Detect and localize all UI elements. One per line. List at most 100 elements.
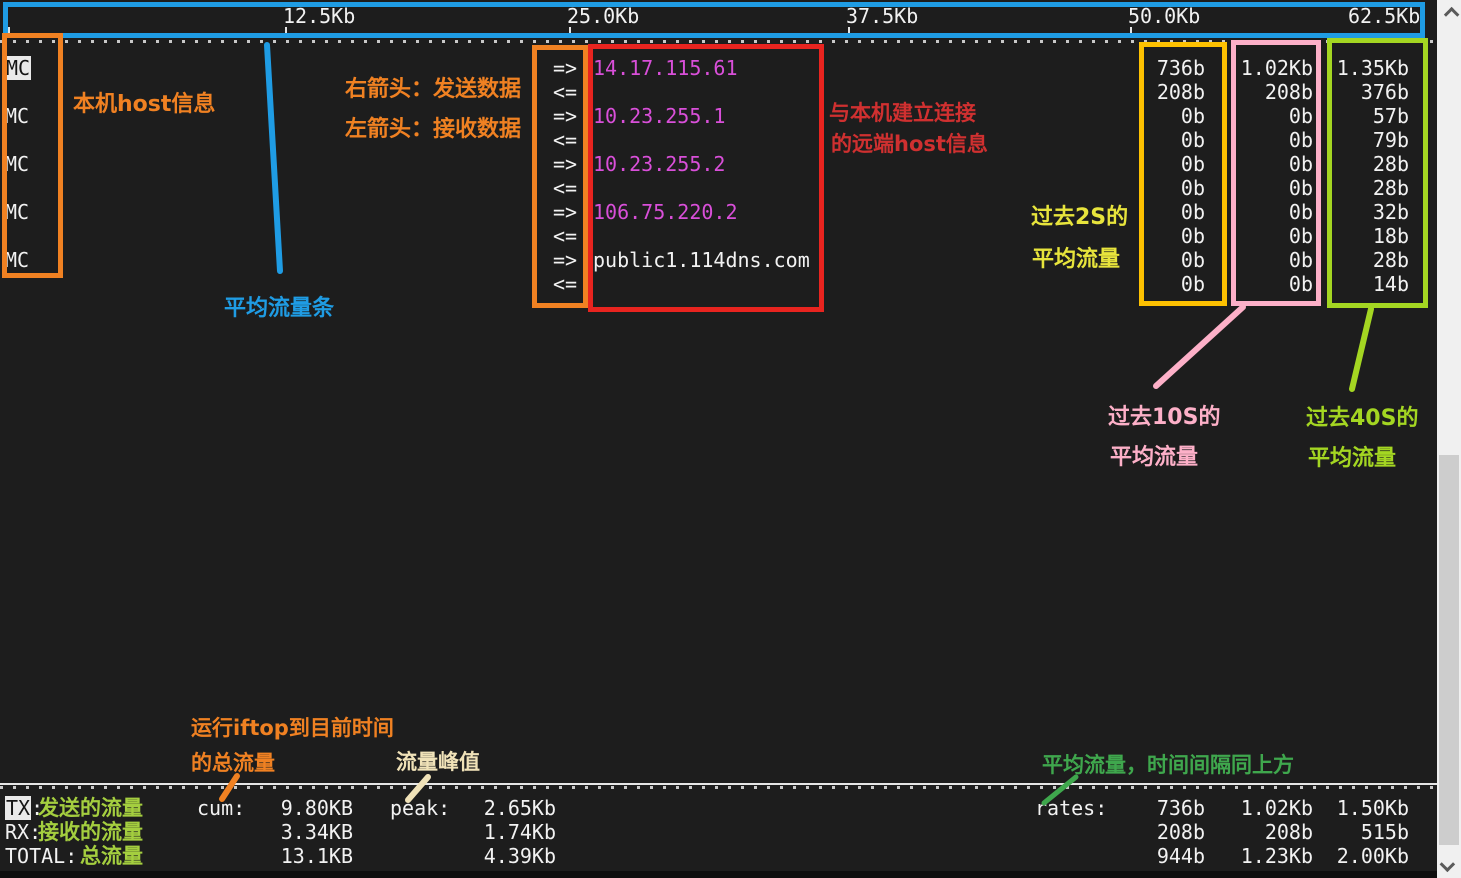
scale-tick: [848, 27, 850, 34]
footer-divider-line: [0, 783, 1437, 785]
send-arrow: =>: [553, 56, 578, 80]
tx-rate-value: 0b: [1288, 152, 1313, 176]
scale-tick: [1130, 27, 1132, 34]
footer-zh-label: 接收的流量: [38, 820, 143, 844]
tx-rate-value: 1.02Kb: [1240, 56, 1313, 80]
rx-rate-value: 14b: [1372, 272, 1409, 296]
bottom-edge: [0, 871, 1437, 878]
rates-value: 1.50Kb: [1336, 796, 1409, 820]
rx-rate-value: 376b: [1360, 80, 1409, 104]
remote-host: 14.17.115.61: [593, 56, 738, 80]
local-host: MC: [5, 152, 30, 176]
cum-value: 13.1KB: [280, 844, 353, 868]
footer-dotted-line: [0, 786, 1437, 789]
chevron-up-icon: [1443, 6, 1459, 22]
recv-arrow: <=: [553, 224, 578, 248]
annotation-past2s-2: 平均流量: [1032, 247, 1121, 272]
cum-value: 3.34KB: [280, 820, 353, 844]
annotation-past40s-2: 平均流量: [1308, 446, 1397, 471]
send-arrow: =>: [553, 248, 578, 272]
peak-value: 1.74Kb: [483, 820, 556, 844]
tx-rate-value: 0b: [1288, 248, 1313, 272]
recv-arrow: <=: [553, 272, 578, 296]
remote-host: 10.23.255.2: [593, 152, 726, 176]
tx-rate-value: 28b: [1372, 248, 1409, 272]
avg-bar-pointer-line: [264, 42, 283, 274]
rates-value: 944b: [1156, 844, 1205, 868]
rates-value: 736b: [1156, 796, 1205, 820]
recv-arrow: <=: [553, 128, 578, 152]
footer-row-label-text: TX: [5, 796, 32, 820]
scale-dotted-line: [0, 40, 1437, 43]
tx-rate-value: 0b: [1180, 200, 1205, 224]
local-host: MC: [5, 200, 30, 224]
footer-row-label-text: RX: [5, 820, 30, 844]
rx-rate-value: 28b: [1372, 176, 1409, 200]
chevron-down-icon: [1439, 856, 1455, 872]
tx-rate-value: 0b: [1288, 200, 1313, 224]
rates-value: 515b: [1360, 820, 1409, 844]
rx-rate-value: 0b: [1288, 176, 1313, 200]
scale-label: 25.0Kb: [567, 4, 640, 28]
send-arrow: =>: [553, 200, 578, 224]
past40s-pointer-line: [1349, 306, 1374, 392]
scale-label: 12.5Kb: [283, 4, 356, 28]
rx-rate-value: 0b: [1180, 224, 1205, 248]
scale-tick: [285, 27, 287, 34]
rates-value: 208b: [1264, 820, 1313, 844]
local-host: MC: [5, 56, 32, 80]
rates-value: 1.23Kb: [1240, 844, 1313, 868]
send-arrow: =>: [553, 104, 578, 128]
footer-row-label: TOTAL:: [5, 844, 78, 868]
scrollbar-thumb[interactable]: [1439, 455, 1459, 845]
annotation-remote-host-1: 与本机建立连接: [829, 101, 976, 125]
scrollbar-down-button[interactable]: [1437, 854, 1461, 878]
rates-value: 2.00Kb: [1336, 844, 1409, 868]
annotation-right-arrow: 右箭头：发送数据: [345, 77, 522, 102]
past10s-pointer-line: [1153, 304, 1246, 389]
annotation-remote-host-2: 的远端host信息: [831, 132, 988, 156]
scale-label: 37.5Kb: [846, 4, 919, 28]
annotation-past10s-1: 过去10S的: [1108, 405, 1221, 430]
footer-row-label: RX:: [5, 820, 42, 844]
scrollbar[interactable]: [1437, 0, 1461, 878]
rx-rate-value: 0b: [1288, 224, 1313, 248]
recv-arrow: <=: [553, 176, 578, 200]
annotation-local-host: 本机host信息: [73, 92, 216, 117]
annotation-cum-1: 运行iftop到目前时间: [191, 716, 394, 740]
recv-arrow: <=: [553, 80, 578, 104]
tx-rate-value: 0b: [1180, 248, 1205, 272]
footer-row-label: TX:: [5, 796, 44, 820]
annotation-peak: 流量峰值: [396, 750, 480, 774]
annotation-rates: 平均流量，时间间隔同上方: [1042, 753, 1294, 777]
remote-host: 106.75.220.2: [593, 200, 738, 224]
rx-rate-value: 79b: [1372, 128, 1409, 152]
footer-row-label-text: TOTAL: [5, 844, 66, 868]
tx-rate-value: 0b: [1180, 104, 1205, 128]
scale-tick: [8, 27, 10, 34]
peak-value: 2.65Kb: [483, 796, 556, 820]
annotation-cum-2: 的总流量: [191, 751, 275, 775]
scale-label: 50.0Kb: [1128, 4, 1201, 28]
footer-zh-label: 发送的流量: [38, 796, 143, 820]
annotation-past2s-1: 过去2S的: [1031, 205, 1129, 230]
rx-rate-value: 0b: [1288, 128, 1313, 152]
footer-zh-label: 总流量: [80, 844, 143, 868]
tx-rate-value: 0b: [1180, 152, 1205, 176]
rx-rate-value: 0b: [1180, 128, 1205, 152]
peak-value: 4.39Kb: [483, 844, 556, 868]
annotation-past40s-1: 过去40S的: [1306, 406, 1419, 431]
rates-value: 1.02Kb: [1240, 796, 1313, 820]
rx-rate-value: 208b: [1264, 80, 1313, 104]
rates-value: 208b: [1156, 820, 1205, 844]
tx-rate-value: 736b: [1156, 56, 1205, 80]
tx-rate-value: 1.35Kb: [1336, 56, 1409, 80]
scale-tick: [569, 27, 571, 34]
cum-value: 9.80KB: [280, 796, 353, 820]
rx-rate-value: 208b: [1156, 80, 1205, 104]
tx-rate-value: 0b: [1288, 104, 1313, 128]
remote-host: 10.23.255.1: [593, 104, 726, 128]
rx-rate-value: 18b: [1372, 224, 1409, 248]
scrollbar-up-button[interactable]: [1437, 0, 1461, 24]
